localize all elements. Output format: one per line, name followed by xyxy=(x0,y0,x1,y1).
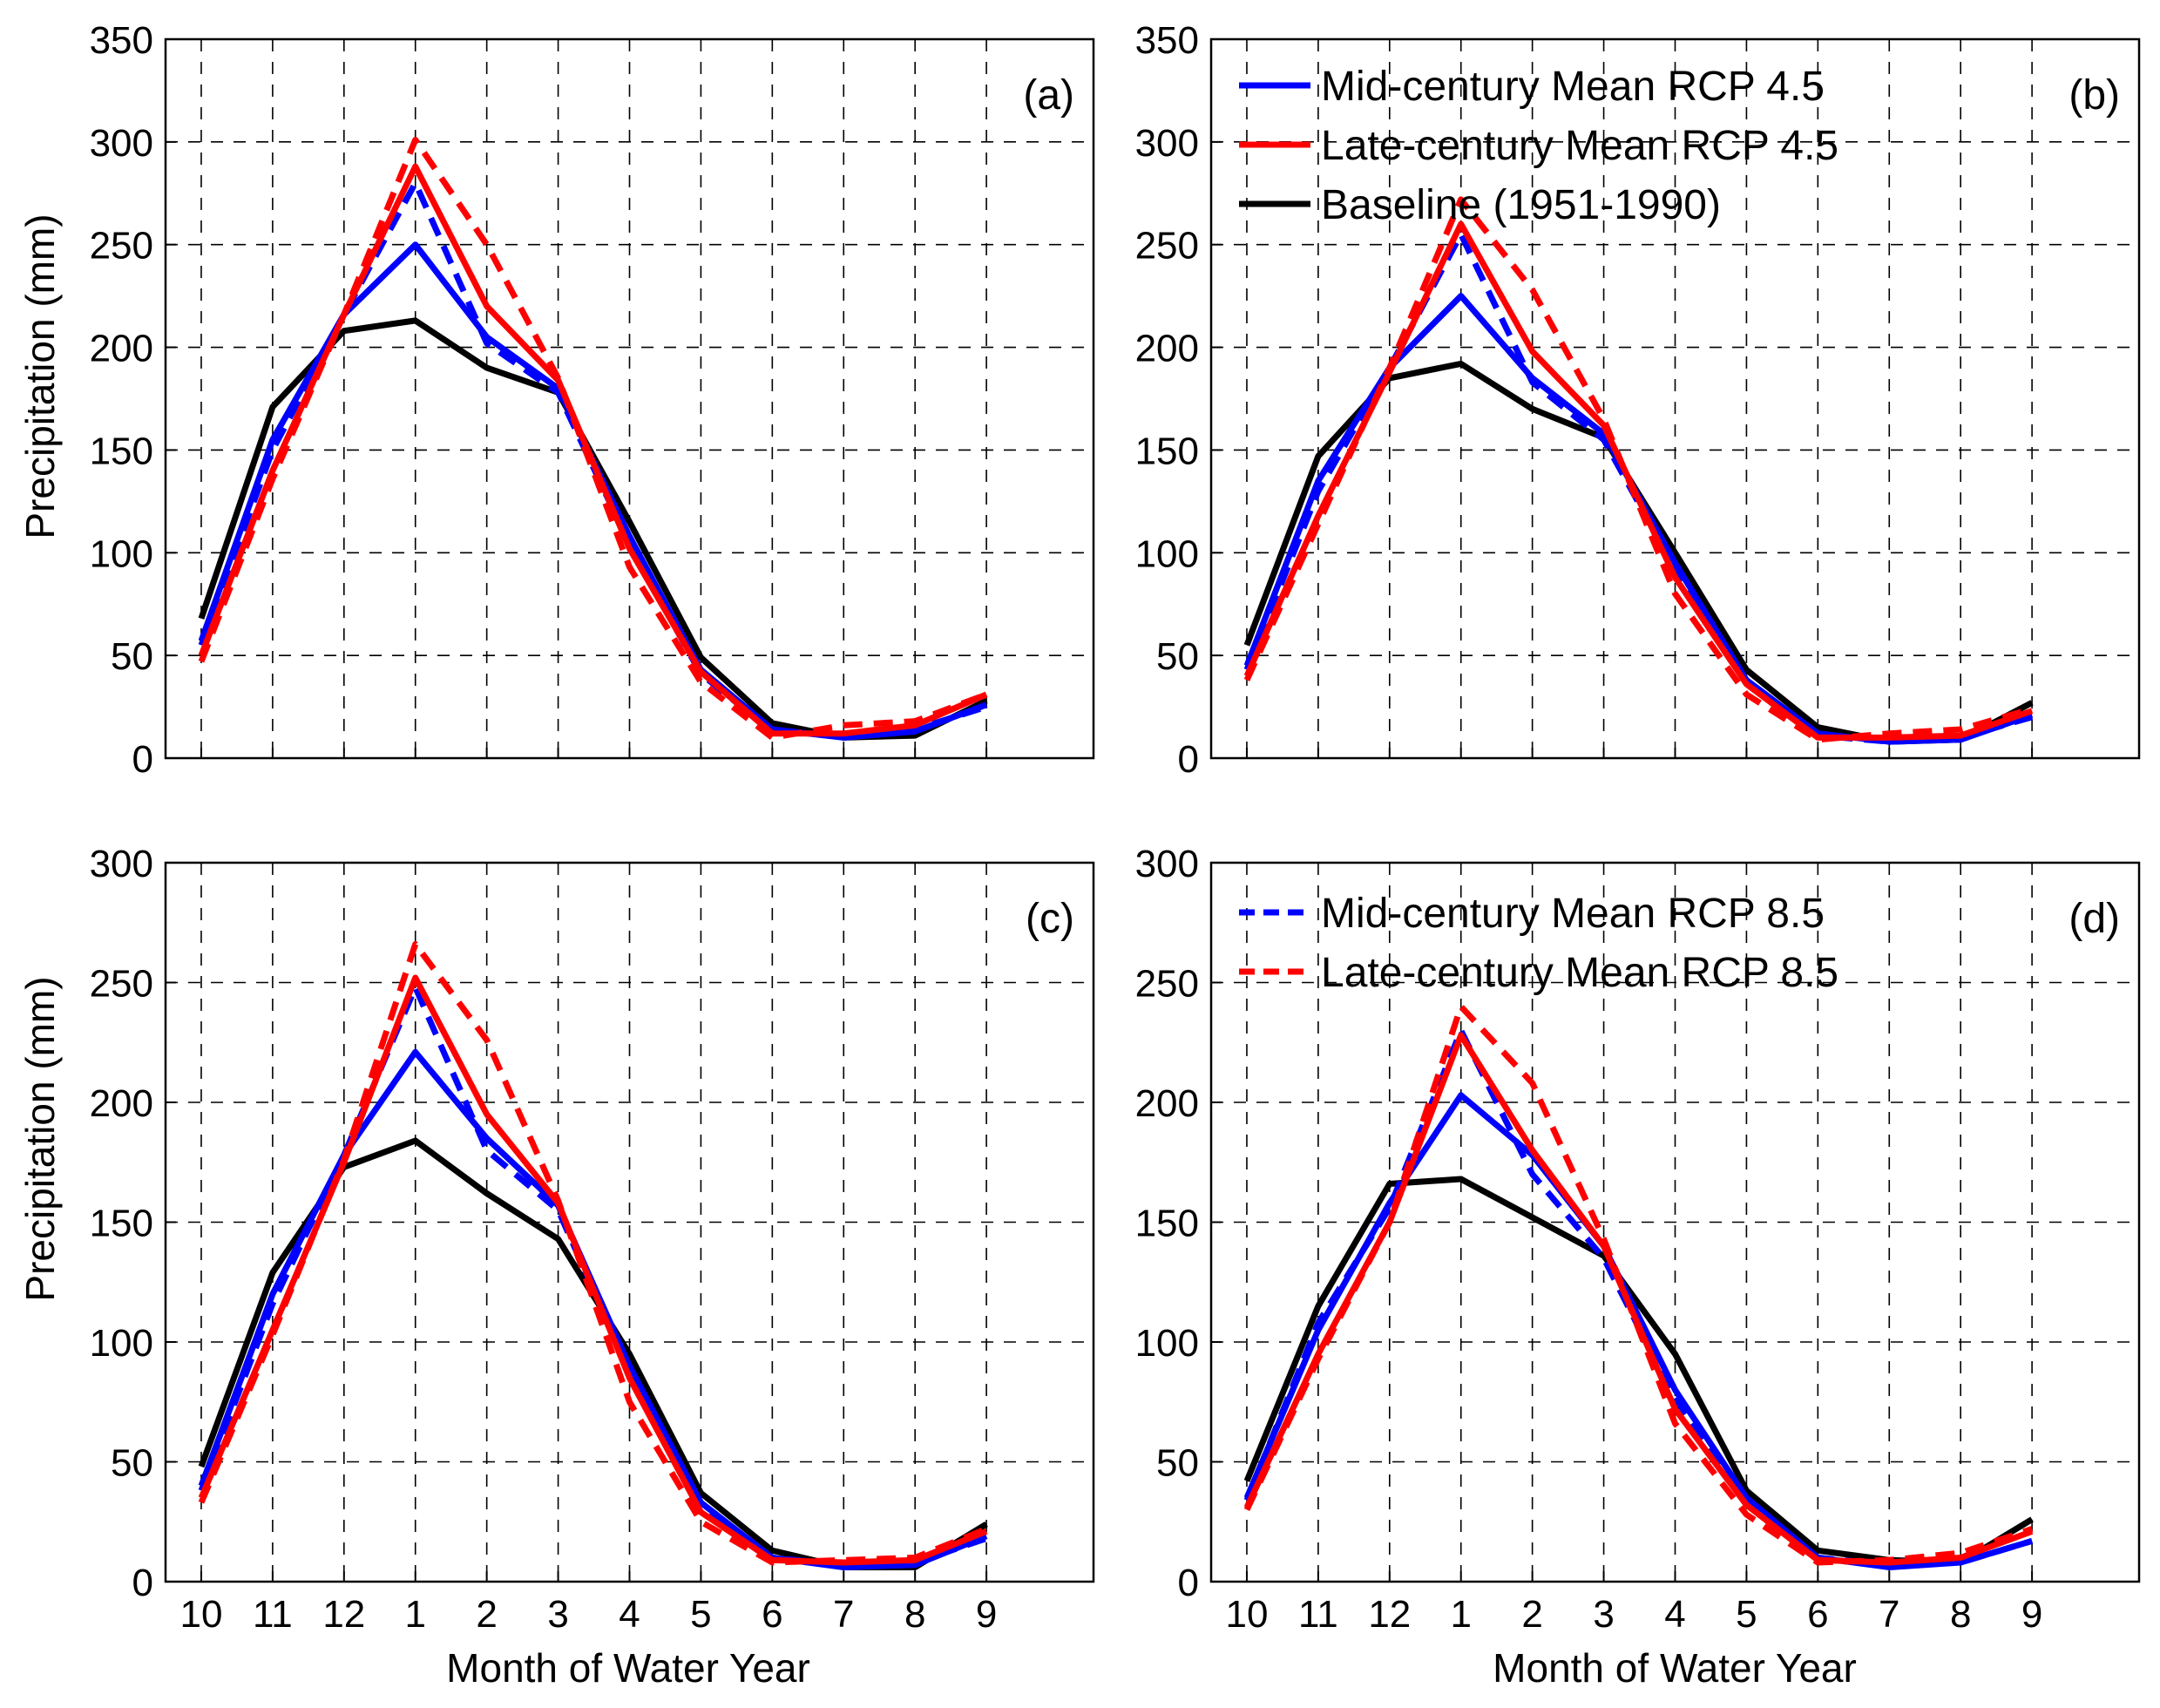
y-tick-label-d-150: 150 xyxy=(1135,1203,1199,1245)
panel-label-c: (c) xyxy=(1026,896,1074,942)
legend-rcp45: Mid-century Mean RCP 4.5 Late-century Me… xyxy=(1239,64,1838,228)
y-tick-label-a-250: 250 xyxy=(90,225,153,268)
x-axis-label-right: Month of Water Year xyxy=(1493,1645,1857,1691)
y-tick-label-c-150: 150 xyxy=(90,1203,153,1245)
x-tick-label-d-8: 8 xyxy=(1950,1593,1971,1636)
y-tick-label-b-350: 350 xyxy=(1135,19,1199,62)
y-tick-label-b-300: 300 xyxy=(1135,122,1199,165)
x-tick-label-c-11: 11 xyxy=(253,1593,293,1636)
y-tick-label-a-300: 300 xyxy=(90,122,153,165)
x-tick-label-d-10: 10 xyxy=(1225,1593,1268,1636)
y-tick-label-d-100: 100 xyxy=(1135,1322,1199,1365)
series-line-c-late85 xyxy=(198,941,988,1566)
y-tick-label-c-100: 100 xyxy=(90,1322,153,1365)
panel-a: 0 50 100 150 200 250 300 350 (a) xyxy=(90,19,1095,781)
axes-frame-b xyxy=(1209,37,2141,760)
legend-rcp85: Mid-century Mean RCP 8.5 Late-century Me… xyxy=(1239,891,1838,996)
x-axis-label-left: Month of Water Year xyxy=(446,1645,810,1691)
x-tick-label-d-11: 11 xyxy=(1298,1593,1338,1636)
legend-label-late85: Late-century Mean RCP 8.5 xyxy=(1321,950,1838,996)
panel-label-b: (b) xyxy=(2069,72,2120,119)
y-tick-label-b-0: 0 xyxy=(1178,738,1199,781)
y-tick-label-d-0: 0 xyxy=(1178,1562,1199,1604)
y-tick-label-a-50: 50 xyxy=(111,635,153,678)
x-tick-label-d-2: 2 xyxy=(1521,1593,1542,1636)
y-tick-label-b-150: 150 xyxy=(1135,430,1199,472)
y-tick-label-c-50: 50 xyxy=(111,1442,153,1485)
x-tick-label-d-5: 5 xyxy=(1736,1593,1757,1636)
axes-frame-c xyxy=(164,861,1095,1583)
y-tick-label-b-50: 50 xyxy=(1156,635,1199,678)
y-tick-label-a-100: 100 xyxy=(90,532,153,575)
axes-frame-a xyxy=(164,37,1095,760)
y-tick-label-c-200: 200 xyxy=(90,1082,153,1125)
x-tick-label-d-12: 12 xyxy=(1368,1593,1411,1636)
x-tick-label-c-5: 5 xyxy=(690,1593,711,1636)
x-tick-label-d-9: 9 xyxy=(2021,1593,2042,1636)
y-tick-label-c-0: 0 xyxy=(132,1562,153,1604)
legend-label-mid85: Mid-century Mean RCP 8.5 xyxy=(1321,891,1825,937)
x-tick-label-d-1: 1 xyxy=(1450,1593,1471,1636)
y-tick-label-b-200: 200 xyxy=(1135,328,1199,370)
panel-b: 0 50 100 150 200 250 300 350 (b) xyxy=(1135,19,2141,781)
y-tick-label-a-200: 200 xyxy=(90,328,153,370)
axes-frame-d xyxy=(1209,861,2141,1583)
y-tick-label-d-250: 250 xyxy=(1135,963,1199,1006)
panel-label-a: (a) xyxy=(1023,72,1074,119)
y-tick-label-b-100: 100 xyxy=(1135,532,1199,575)
x-tick-label-c-12: 12 xyxy=(322,1593,365,1636)
x-tick-label-c-3: 3 xyxy=(547,1593,568,1636)
x-tick-label-c-10: 10 xyxy=(179,1593,222,1636)
y-tick-label-d-200: 200 xyxy=(1135,1082,1199,1125)
y-tick-label-a-0: 0 xyxy=(132,738,153,781)
y-tick-label-a-350: 350 xyxy=(90,19,153,62)
series-line-a-late85 xyxy=(198,137,988,741)
series-line-d-late85 xyxy=(1243,1003,2034,1566)
y-axis-label-bottom: Precipitation (mm) xyxy=(17,976,63,1301)
y-tick-label-c-250: 250 xyxy=(90,963,153,1006)
x-tick-label-d-6: 6 xyxy=(1807,1593,1828,1636)
x-tick-label-c-2: 2 xyxy=(476,1593,497,1636)
panel-label-d: (d) xyxy=(2069,896,2120,942)
y-axis-label-top: Precipitation (mm) xyxy=(17,214,63,539)
x-tick-label-c-4: 4 xyxy=(619,1593,640,1636)
x-tick-label-c-9: 9 xyxy=(976,1593,997,1636)
x-tick-label-c-1: 1 xyxy=(404,1593,425,1636)
x-tick-label-d-7: 7 xyxy=(1879,1593,1899,1636)
legend-label-late45: Late-century Mean RCP 4.5 xyxy=(1321,123,1838,169)
y-tick-label-d-50: 50 xyxy=(1156,1442,1199,1485)
x-tick-label-d-3: 3 xyxy=(1593,1593,1614,1636)
y-tick-label-d-300: 300 xyxy=(1135,843,1199,885)
y-tick-label-a-150: 150 xyxy=(90,430,153,472)
legend-label-base: Baseline (1951-1990) xyxy=(1321,182,1721,228)
x-tick-label-c-8: 8 xyxy=(904,1593,925,1636)
x-tick-label-d-4: 4 xyxy=(1664,1593,1685,1636)
y-tick-label-b-250: 250 xyxy=(1135,225,1199,268)
y-tick-label-c-300: 300 xyxy=(90,843,153,885)
x-tick-label-c-6: 6 xyxy=(762,1593,782,1636)
x-tick-label-c-7: 7 xyxy=(833,1593,854,1636)
series-line-b-late85 xyxy=(1243,196,2034,743)
legend-label-mid45: Mid-century Mean RCP 4.5 xyxy=(1321,64,1825,110)
